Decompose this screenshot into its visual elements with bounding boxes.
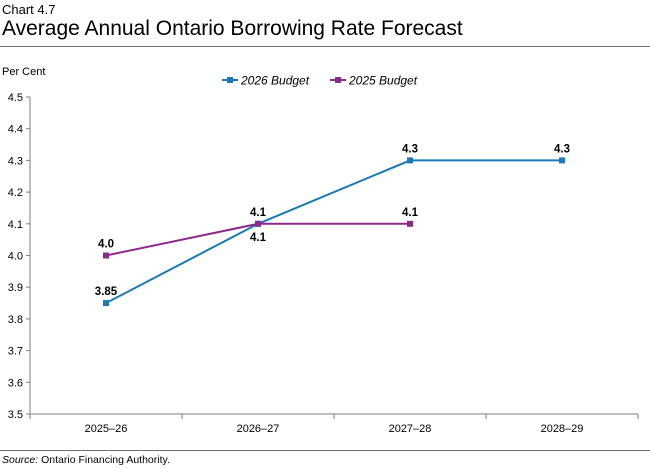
data-point [103,300,109,307]
y-tick-label: 3.8 [8,314,23,326]
legend-marker [227,77,233,83]
x-tick-label: 2027–28 [389,423,432,435]
legend-label: 2026 Budget [240,74,310,88]
legend-label: 2025 Budget [348,74,418,88]
data-label: 3.85 [95,286,118,298]
y-tick-label: 3.7 [8,346,23,358]
y-tick-label: 3.9 [8,282,23,294]
data-label: 4.3 [554,143,570,155]
y-tick-label: 4.1 [8,219,23,231]
title-divider [0,46,650,47]
y-tick-label: 3.6 [8,377,23,389]
y-tick-label: 3.5 [8,409,23,421]
data-label: 4.1 [402,207,419,219]
y-tick-label: 4.4 [8,124,23,136]
data-point [103,252,109,259]
data-label: 4.1 [250,207,267,219]
data-point [559,157,565,164]
y-axis-title: Per Cent [2,66,45,78]
data-point [255,220,261,227]
data-point [407,220,413,227]
y-tick-label: 4.3 [8,155,23,167]
chart-number: Chart 4.7 [2,2,56,17]
x-tick-label: 2026–27 [237,423,280,435]
data-label: 4.1 [250,232,267,244]
footer-divider [0,450,650,451]
series-line [105,159,562,304]
x-tick-label: 2025–26 [85,423,128,435]
source-text: Ontario Financing Authority. [41,454,170,466]
source-label: Source: [2,454,39,466]
data-label: 4.0 [98,239,114,251]
data-label: 4.3 [402,143,418,155]
chart-title: Average Annual Ontario Borrowing Rate Fo… [2,17,463,40]
y-tick-label: 4.5 [8,92,23,104]
x-tick-label: 2028–29 [541,423,584,435]
y-tick-label: 4.0 [8,251,23,263]
y-tick-label: 4.2 [8,187,23,199]
source-note: Source: Ontario Financing Authority. [2,454,170,466]
data-point [407,157,413,164]
legend-marker [335,77,341,83]
